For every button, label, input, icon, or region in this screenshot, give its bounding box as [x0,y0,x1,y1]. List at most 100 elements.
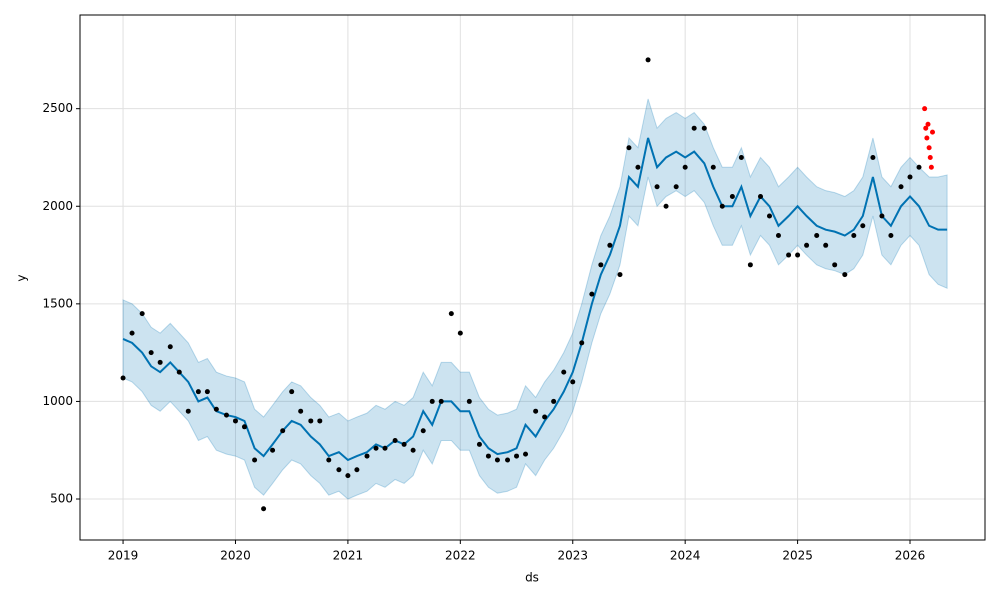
data-point [410,447,416,453]
data-point [860,223,866,229]
data-point [448,311,454,317]
y-tick-label: 2500 [42,101,73,115]
data-point [157,359,163,365]
data-point [929,129,935,135]
data-point [139,311,145,317]
data-point [814,233,820,239]
data-point [120,375,126,381]
data-point [589,291,595,297]
data-point [429,398,435,404]
y-tick-label: 500 [50,492,73,506]
data-point [364,453,370,459]
data-point [561,369,567,375]
data-point [654,184,660,190]
data-point [598,262,604,268]
data-point [635,164,641,170]
data-point [823,242,829,248]
data-point [261,506,267,512]
data-point [345,473,351,479]
data-point [795,252,801,258]
data-point [766,213,772,219]
data-point [922,106,928,112]
data-point [626,145,632,151]
x-tick-label: 2023 [557,549,588,563]
data-point [241,424,247,430]
data-point [925,121,931,127]
data-point [392,437,398,443]
data-point [195,389,201,395]
x-tick-label: 2020 [220,549,251,563]
data-point [691,125,697,131]
data-point [533,408,539,414]
data-point [326,457,332,463]
data-point [710,164,716,170]
data-point [673,184,679,190]
data-point [757,194,763,200]
x-tick-label: 2022 [445,549,476,563]
data-point [232,418,238,424]
data-point [401,441,407,447]
data-point [570,379,576,385]
data-point [927,154,933,160]
x-tick-label: 2025 [782,549,813,563]
data-point [185,408,191,414]
data-point [148,350,154,356]
data-point [336,467,342,473]
x-tick-label: 2026 [895,549,926,563]
data-point [617,272,623,278]
data-point [924,135,930,141]
data-point [270,447,276,453]
data-point [645,57,651,63]
data-point [579,340,585,346]
data-point [420,428,426,434]
data-point [494,457,500,463]
data-point [213,406,219,412]
data-point [542,414,548,420]
data-point [476,441,482,447]
data-point [280,428,286,434]
x-tick-label: 2021 [333,549,364,563]
data-point [738,154,744,160]
data-point [870,154,876,160]
data-point [729,194,735,200]
data-point [438,398,444,404]
data-point [719,203,725,209]
data-point [663,203,669,209]
x-axis-label: ds [525,571,539,585]
data-point [514,453,520,459]
data-point [832,262,838,268]
data-point [888,233,894,239]
data-point [252,457,258,463]
data-point [485,453,491,459]
data-point [916,164,922,170]
data-point [898,184,904,190]
data-point [176,369,182,375]
plot-frame [79,14,986,541]
data-point [354,467,360,473]
data-point [842,272,848,278]
data-point [804,242,810,248]
data-point [204,389,210,395]
plot-area [80,15,985,540]
data-point [607,242,613,248]
data-point [907,174,913,180]
data-point [308,418,314,424]
y-tick-label: 1000 [42,394,73,408]
data-point [551,398,557,404]
data-point [373,445,379,451]
y-axis-label: y [15,274,29,281]
data-point [382,445,388,451]
forecast-line [122,137,948,462]
y-tick-label: 1500 [42,296,73,310]
data-point [289,389,295,395]
data-point [129,330,135,336]
data-point [466,398,472,404]
uncertainty-band [122,98,948,500]
data-point [223,412,229,418]
data-point [923,125,929,131]
x-tick-label: 2024 [670,549,701,563]
data-point [317,418,323,424]
data-point [298,408,304,414]
